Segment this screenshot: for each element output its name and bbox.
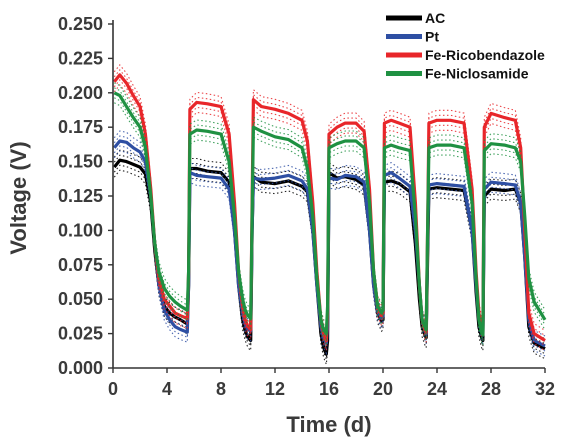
x-tick-label: 24 — [427, 379, 447, 399]
y-tick-label: 0.200 — [58, 83, 103, 103]
x-tick-label: 28 — [481, 379, 501, 399]
plot-area — [113, 64, 547, 365]
y-tick-label: 0.100 — [58, 220, 103, 240]
series-replicate-line — [113, 69, 546, 336]
y-tick-label: 0.000 — [58, 358, 103, 378]
series-replicate-line — [113, 84, 546, 351]
legend-label: Fe-Niclosamide — [425, 66, 529, 82]
series-replicate-line — [113, 79, 546, 346]
legend-entry: AC — [386, 10, 445, 26]
y-axis-title: Voltage (V) — [6, 141, 31, 254]
tick-labels: 0.000 0.025 0.050 0.075 0.100 0.125 0.150 0.175… — [58, 14, 555, 399]
y-tick-label: 0.250 — [58, 14, 103, 34]
y-tick-label: 0.225 — [58, 48, 103, 68]
legend-entry: Fe-Niclosamide — [386, 66, 529, 82]
x-tick-label: 0 — [108, 379, 118, 399]
x-axis-title: Time (d) — [286, 412, 371, 437]
y-tick-label: 0.025 — [58, 324, 103, 344]
y-tick-label: 0.175 — [58, 117, 103, 137]
legend-entry: Fe-Ricobendazole — [386, 47, 545, 63]
series-line — [113, 91, 547, 337]
y-tick-label: 0.150 — [58, 152, 103, 172]
x-tick-label: 16 — [319, 379, 339, 399]
y-tick-label: 0.050 — [58, 289, 103, 309]
legend-entry: Pt — [386, 29, 439, 45]
x-tick-label: 12 — [265, 379, 285, 399]
axes — [108, 20, 546, 373]
legend: AC Pt Fe-Ricobendazole Fe-Niclosamide — [386, 10, 545, 82]
legend-label: AC — [425, 10, 445, 26]
x-tick-label: 4 — [162, 379, 172, 399]
legend-label: Pt — [425, 29, 439, 45]
series-group — [113, 82, 547, 346]
x-tick-label: 20 — [373, 379, 393, 399]
x-tick-label: 8 — [216, 379, 226, 399]
y-tick-label: 0.125 — [58, 186, 103, 206]
y-tick-label: 0.075 — [58, 255, 103, 275]
x-tick-label: 32 — [535, 379, 555, 399]
legend-label: Fe-Ricobendazole — [425, 47, 545, 63]
